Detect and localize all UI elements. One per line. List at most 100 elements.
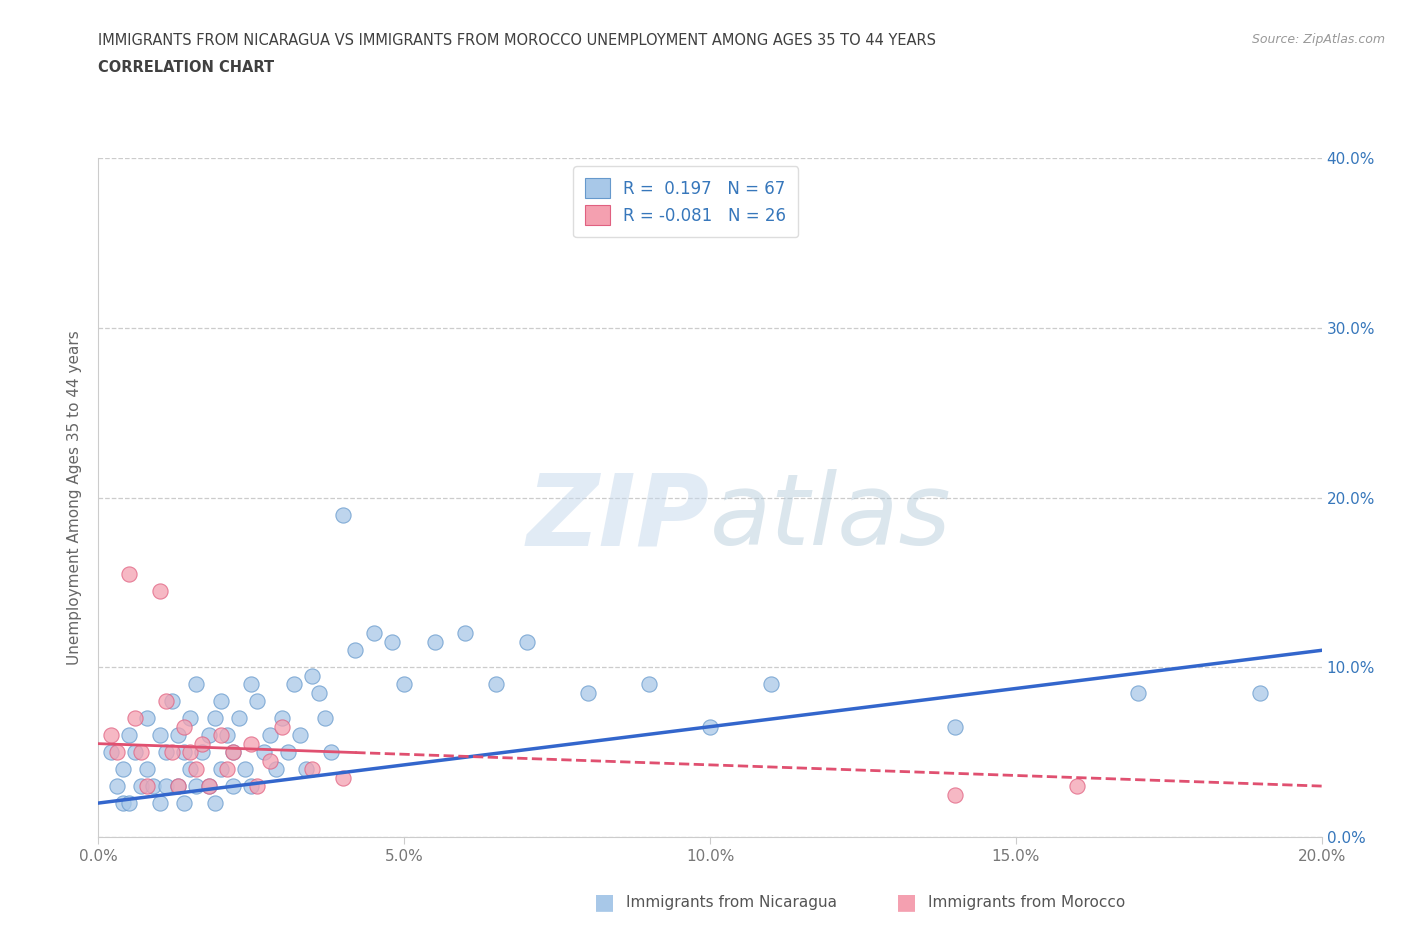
Point [197, 778, 219, 793]
Point [308, 685, 330, 700]
Point [179, 711, 201, 725]
Point [111, 796, 134, 811]
Point [222, 778, 245, 793]
Point [215, 762, 238, 777]
Point [516, 634, 538, 649]
Point [252, 745, 274, 760]
Point [124, 711, 146, 725]
Text: Immigrants from Nicaragua: Immigrants from Nicaragua [626, 895, 837, 910]
Point [209, 694, 232, 709]
Point [167, 778, 190, 793]
Point [105, 778, 128, 793]
Point [277, 745, 299, 760]
Point [197, 778, 219, 793]
Point [155, 778, 177, 793]
Point [155, 745, 177, 760]
Point [454, 626, 477, 641]
Point [1249, 685, 1271, 700]
Point [209, 727, 232, 742]
Point [1128, 685, 1150, 700]
Point [283, 677, 305, 692]
Point [222, 745, 245, 760]
Point [118, 566, 141, 581]
Point [270, 711, 292, 725]
Point [215, 727, 238, 742]
Point [943, 787, 966, 802]
Point [155, 694, 177, 709]
Point [173, 719, 195, 734]
Point [136, 778, 159, 793]
Point [319, 745, 342, 760]
Point [136, 711, 159, 725]
Point [699, 719, 721, 734]
Legend: R =  0.197   N = 67, R = -0.081   N = 26: R = 0.197 N = 67, R = -0.081 N = 26 [574, 166, 797, 237]
Point [314, 711, 336, 725]
Point [179, 762, 201, 777]
Point [1066, 778, 1088, 793]
Point [100, 745, 122, 760]
Point [118, 796, 141, 811]
Point [173, 796, 195, 811]
Point [264, 762, 287, 777]
Point [167, 778, 190, 793]
Point [246, 694, 269, 709]
Point [124, 745, 146, 760]
Point [197, 727, 219, 742]
Point [240, 778, 263, 793]
Point [576, 685, 599, 700]
Text: ■: ■ [595, 892, 614, 912]
Point [240, 737, 263, 751]
Point [485, 677, 508, 692]
Text: Immigrants from Morocco: Immigrants from Morocco [928, 895, 1125, 910]
Point [381, 634, 404, 649]
Text: IMMIGRANTS FROM NICARAGUA VS IMMIGRANTS FROM MOROCCO UNEMPLOYMENT AMONG AGES 35 : IMMIGRANTS FROM NICARAGUA VS IMMIGRANTS … [98, 33, 936, 47]
Point [160, 745, 183, 760]
Point [259, 753, 281, 768]
Point [129, 745, 152, 760]
Point [204, 711, 226, 725]
Point [240, 677, 263, 692]
Point [100, 727, 122, 742]
Point [149, 583, 172, 598]
Point [191, 745, 214, 760]
Point [259, 727, 281, 742]
Y-axis label: Unemployment Among Ages 35 to 44 years: Unemployment Among Ages 35 to 44 years [67, 330, 83, 665]
Point [118, 727, 141, 742]
Point [149, 796, 172, 811]
Point [149, 727, 172, 742]
Text: ■: ■ [897, 892, 917, 912]
Point [142, 778, 165, 793]
Point [332, 770, 354, 785]
Point [186, 762, 208, 777]
Point [173, 745, 195, 760]
Point [204, 796, 226, 811]
Point [301, 762, 323, 777]
Point [167, 727, 190, 742]
Point [209, 762, 232, 777]
Text: atlas: atlas [710, 470, 952, 566]
Point [759, 677, 782, 692]
Point [943, 719, 966, 734]
Point [191, 737, 214, 751]
Point [129, 778, 152, 793]
Point [160, 694, 183, 709]
Point [295, 762, 318, 777]
Point [233, 762, 256, 777]
Point [363, 626, 385, 641]
Point [186, 778, 208, 793]
Point [111, 762, 134, 777]
Point [246, 778, 269, 793]
Point [344, 643, 367, 658]
Point [222, 745, 245, 760]
Point [179, 745, 201, 760]
Point [105, 745, 128, 760]
Point [136, 762, 159, 777]
Point [637, 677, 661, 692]
Point [186, 677, 208, 692]
Point [301, 669, 323, 684]
Point [332, 507, 354, 522]
Point [423, 634, 446, 649]
Text: CORRELATION CHART: CORRELATION CHART [98, 60, 274, 75]
Point [228, 711, 250, 725]
Point [270, 719, 292, 734]
